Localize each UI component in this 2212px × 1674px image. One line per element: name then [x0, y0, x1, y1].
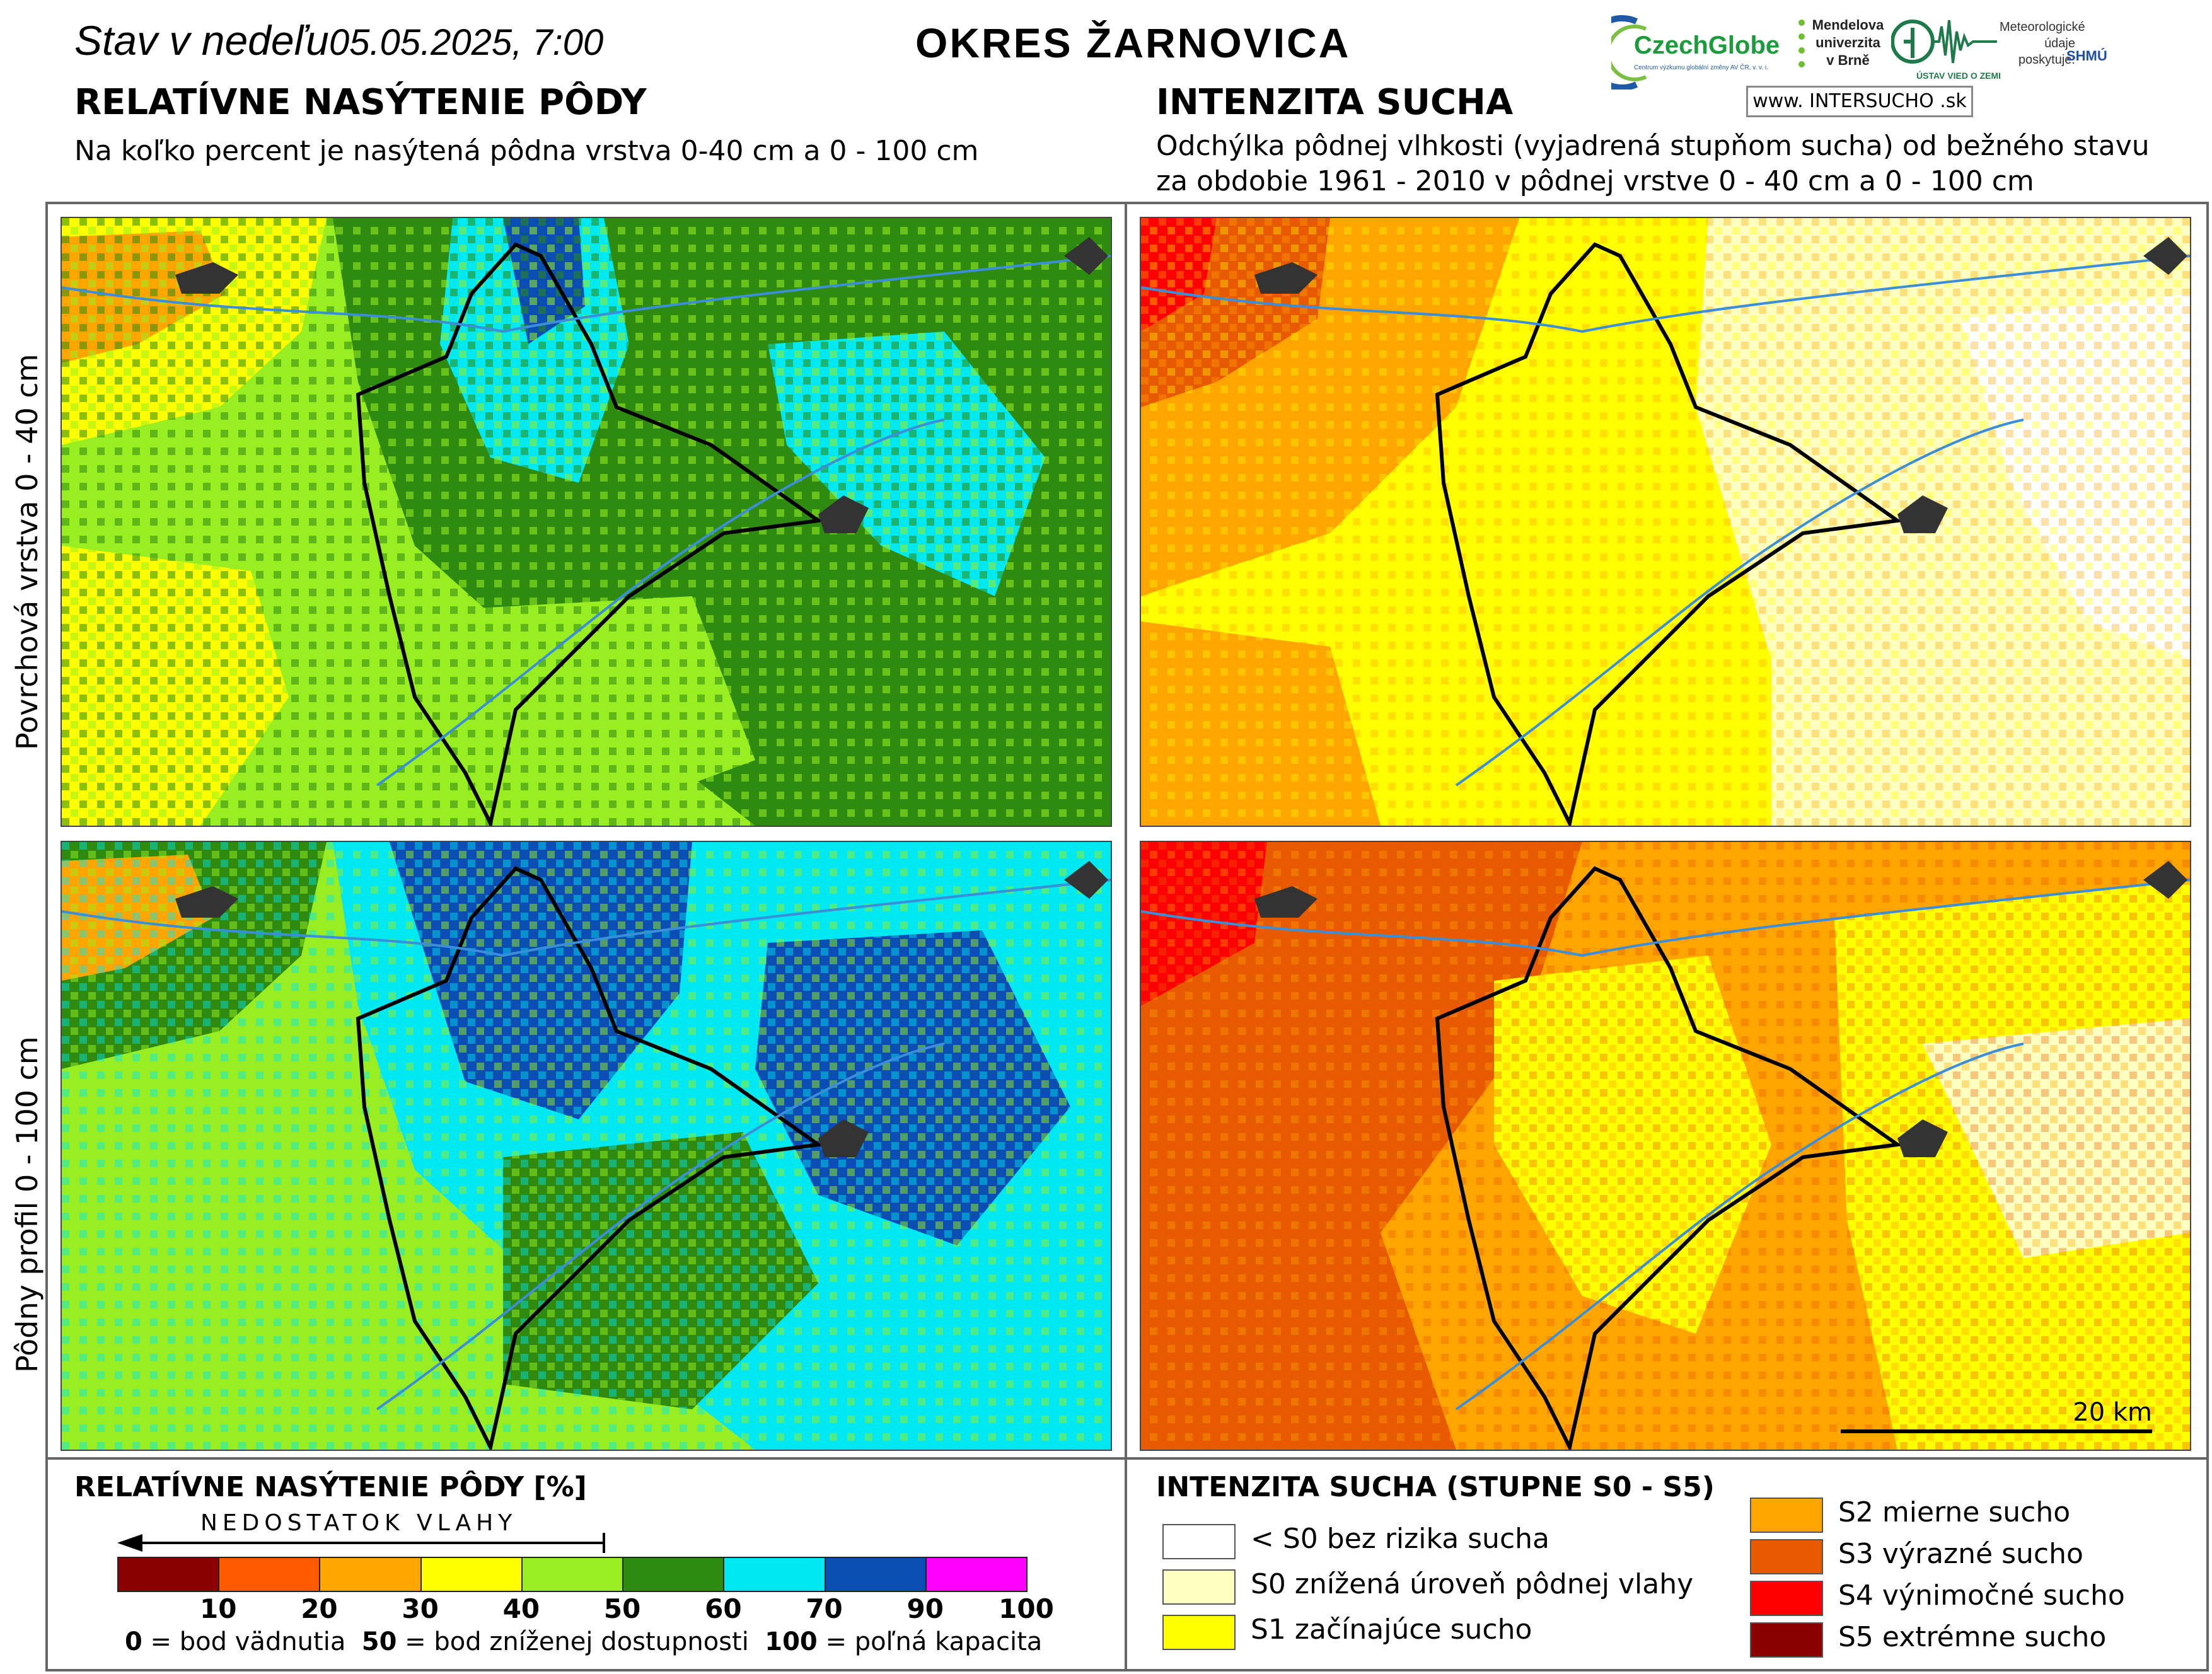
saturation-legend-notes: 0 = bod vädnutia 50 = bod zníženej dostu…: [125, 1627, 1042, 1656]
drought-legend-left: < S0 bez rizika sucha S0 znížená úroveň p…: [1162, 1523, 1730, 1669]
row-label-top: Povrchová vrstva 0 - 40 cm: [10, 354, 44, 750]
colorbar-segment: [824, 1557, 927, 1592]
note-50-text: = bod zníženej dostupnosti: [397, 1627, 749, 1656]
colorbar-segment: [723, 1557, 826, 1592]
drought-legend-label: S2 mierne sucho: [1838, 1496, 2071, 1528]
colorbar-tick-label: 70: [806, 1593, 843, 1624]
note-100-text: = poľná kapacita: [817, 1627, 1043, 1656]
map-saturation-bottom: [61, 841, 1112, 1451]
colorbar-tick-label: 100: [999, 1593, 1054, 1624]
map-drought-top: [1140, 217, 2191, 827]
drought-legend-label: S0 znížená úroveň pôdnej vlahy: [1251, 1568, 1694, 1600]
saturation-subtitle: Na koľko percent je nasýtená pôdna vrstv…: [74, 135, 979, 167]
drought-legend-swatch: [1750, 1581, 1823, 1616]
drought-legend-swatch: [1162, 1569, 1236, 1605]
colorbar-segment: [319, 1557, 422, 1592]
meteo-provider: Meteorologické údaje poskytuje: SHMÚ: [2000, 19, 2107, 88]
drought-legend-swatch: [1750, 1539, 1823, 1574]
drought-legend-title: INTENZITA SUCHA (STUPNE S0 - S5): [1156, 1471, 1715, 1503]
saturation-heading: RELATÍVNE NASÝTENIE PÔDY: [74, 82, 647, 123]
arrow-label: NEDOSTATOK VLAHY: [200, 1510, 518, 1536]
colorbar-segment: [218, 1557, 321, 1592]
row-label-bottom: Pôdny profil 0 - 100 cm: [10, 1036, 44, 1373]
czechglobe-subtext: Centrum výzkumu globální změny AV ČR, v.…: [1634, 64, 1768, 71]
note-0-value: 0: [125, 1627, 142, 1656]
drought-legend-swatch: [1750, 1498, 1823, 1533]
czechglobe-text: CzechGlobe: [1634, 32, 1780, 59]
saturation-legend-title: RELATÍVNE NASÝTENIE PÔDY [%]: [74, 1471, 587, 1503]
colorbar-segment: [117, 1557, 220, 1592]
colorbar-segment: [925, 1557, 1028, 1592]
shmu-logo-text: SHMÚ: [2066, 48, 2107, 64]
arrow-left-icon: [117, 1533, 605, 1553]
drought-legend-label: S3 výrazné sucho: [1838, 1538, 2083, 1570]
meteo-provider-text: Meteorologické údaje poskytuje:: [2000, 20, 2085, 67]
drought-legend-swatch: [1162, 1615, 1236, 1650]
colorbar-tick-label: 50: [603, 1593, 641, 1624]
saturation-colorbar: [117, 1557, 1028, 1592]
drought-legend-swatch: [1162, 1524, 1236, 1559]
colorbar-segment: [622, 1557, 725, 1592]
intersucho-logo: www. INTERSUCHO .sk: [1746, 86, 1973, 117]
seismograph-icon: [1891, 20, 1997, 64]
scale-bar: [1841, 1429, 2152, 1433]
note-100-value: 100: [765, 1627, 818, 1656]
drought-subtitle-1: Odchýlka pôdnej vlhkosti (vyjadrená stup…: [1156, 130, 2150, 162]
uvz-logo: ÚSTAV VIED O ZEMI: [1891, 14, 2001, 89]
colorbar-tick-label: 60: [705, 1593, 742, 1624]
colorbar-tick-label: 10: [199, 1593, 237, 1624]
colorbar-segment: [521, 1557, 624, 1592]
drought-subtitle-2: za obdobie 1961 - 2010 v pôdnej vrstve 0…: [1156, 165, 2034, 197]
title-date: 05.05.2025, 7:00: [328, 22, 604, 63]
drought-legend-label: S5 extrémne sucho: [1838, 1621, 2107, 1653]
title-prefix: Stav v nedeľu: [74, 17, 329, 64]
drought-legend-swatch: [1750, 1622, 1823, 1658]
note-50-value: 50: [361, 1627, 397, 1656]
vertical-divider: [1125, 202, 1127, 1671]
drought-heading: INTENZITA SUCHA: [1156, 82, 1514, 123]
uvz-text: ÚSTAV VIED O ZEMI: [1916, 71, 2001, 81]
drought-legend-label: S4 výnimočné sucho: [1838, 1579, 2125, 1612]
colorbar-tick-label: 40: [502, 1593, 540, 1624]
colorbar-tick-label: 30: [402, 1593, 439, 1624]
drought-legend-label: < S0 bez rizika sucha: [1251, 1523, 1549, 1555]
drought-legend-label: S1 začínajúce sucho: [1251, 1613, 1532, 1646]
map-saturation-top: [61, 217, 1112, 827]
drought-legend-right: S2 mierne sucho S3 výrazné sucho S4 výnimo…: [1750, 1496, 2191, 1669]
colorbar-segment: [420, 1557, 523, 1592]
mendel-logo: Mendelova univerzita v Brně: [1794, 14, 1889, 89]
legend-divider: [45, 1457, 2209, 1460]
page-title: Stav v nedeľu05.05.2025, 7:00: [74, 16, 603, 64]
district-name: OKRES ŽARNOVICA: [915, 20, 1351, 66]
mendel-text: Mendelova univerzita v Brně: [1812, 17, 1884, 68]
mendel-dots-icon: [1798, 20, 1805, 67]
note-0-text: = bod vädnutia: [142, 1627, 346, 1656]
saturation-colorbar-ticks: 10 20 30 40 50 60 70 90 100: [117, 1592, 1054, 1624]
scale-bar-label: 20 km: [2073, 1398, 2152, 1427]
colorbar-tick-label: 20: [301, 1593, 338, 1624]
colorbar-tick-label: 90: [906, 1593, 944, 1624]
main-frame: [45, 202, 2209, 1671]
czechglobe-logo: CzechGlobe Centrum výzkumu globální změn…: [1584, 14, 1794, 91]
map-drought-bottom: 20 km: [1140, 841, 2191, 1451]
